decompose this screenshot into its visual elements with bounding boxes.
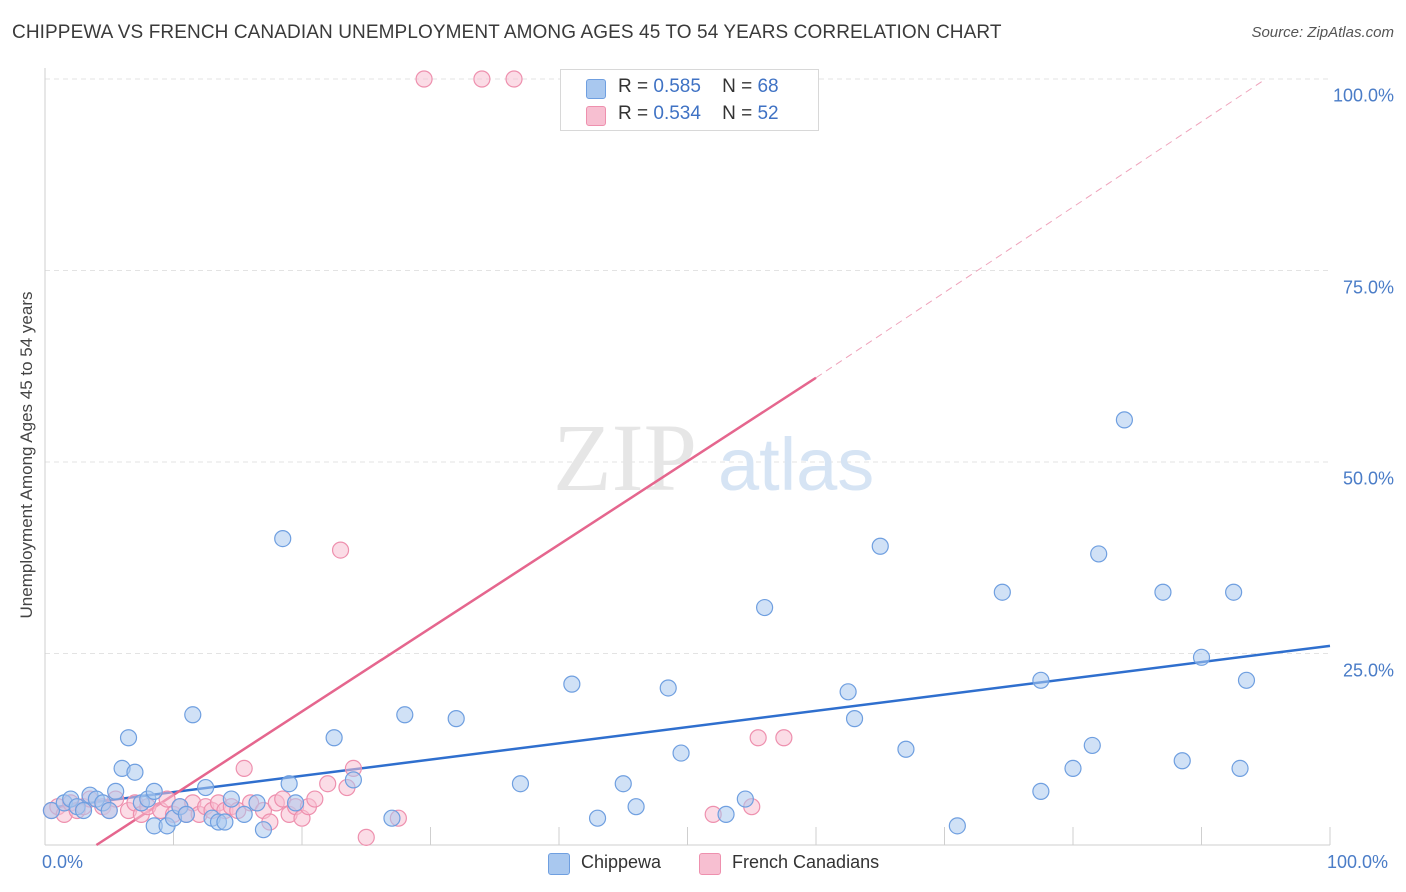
- y-tick-label: 75.0%: [1342, 277, 1394, 297]
- chippewa-point: [383, 809, 401, 827]
- legend-n-value: 52: [757, 103, 779, 124]
- chippewa-point: [511, 775, 530, 793]
- french-canadians-trendline: [95, 376, 817, 847]
- chippewa-point: [100, 801, 118, 820]
- chippewa-point: [42, 801, 61, 820]
- chippewa-point: [672, 744, 690, 762]
- french-canadians-point: [505, 70, 523, 88]
- chippewa-point: [588, 809, 607, 827]
- bottom-legend-label-french: French Canadians: [732, 852, 880, 872]
- legend-r-label: R =: [618, 103, 649, 124]
- chippewa-point: [119, 729, 138, 747]
- chippewa-point: [1115, 411, 1134, 429]
- x-tick-label-max: 100.0%: [1327, 852, 1389, 872]
- chippewa-point: [74, 801, 93, 820]
- legend-r-value: 0.585: [653, 76, 701, 97]
- chippewa-point: [897, 740, 915, 758]
- chippewa-point: [1064, 759, 1082, 778]
- chippewa-point: [145, 782, 163, 800]
- chippewa-point: [1237, 671, 1256, 689]
- chippewa-point: [286, 794, 305, 812]
- chippewa-point: [563, 675, 581, 693]
- chippewa-point: [325, 729, 343, 747]
- chippewa-point: [274, 529, 292, 548]
- trend-lines: [57, 78, 1331, 847]
- watermark-atlas: atlas: [718, 423, 874, 506]
- chippewa-point: [1083, 736, 1101, 755]
- chippewa-point: [197, 778, 215, 797]
- chippewa-point: [614, 775, 632, 793]
- legend-n-label: N =: [722, 76, 753, 97]
- legend-swatch-chippewa: [586, 79, 606, 99]
- chippewa-trendline: [57, 644, 1331, 808]
- y-tick-label: 25.0%: [1342, 660, 1394, 680]
- source-label: Source: ZipAtlas.com: [1251, 24, 1394, 41]
- french-canadians-point: [306, 790, 324, 808]
- legend-n-value: 68: [757, 76, 779, 97]
- french-canadians-point: [749, 729, 767, 747]
- y-axis-label: Unemployment Among Ages 45 to 54 years: [17, 291, 36, 619]
- french-canadians-trendline-extension: [815, 78, 1267, 379]
- data-points: [42, 70, 1256, 846]
- legend-r-value: 0.534: [653, 103, 701, 124]
- chippewa-point: [871, 537, 889, 555]
- chippewa-point: [755, 598, 774, 617]
- chippewa-point: [396, 706, 414, 724]
- bottom-legend-swatch-french: [699, 853, 721, 875]
- chippewa-point: [845, 710, 864, 728]
- chippewa-point: [447, 710, 465, 728]
- chippewa-point: [248, 794, 266, 812]
- chippewa-point: [235, 805, 253, 823]
- chippewa-point: [107, 782, 125, 800]
- bottom-legend-swatch-chippewa: [548, 853, 570, 875]
- french-canadians-point: [415, 70, 433, 88]
- chippewa-point: [1231, 759, 1249, 778]
- chart-title: CHIPPEWA VS FRENCH CANADIAN UNEMPLOYMENT…: [12, 22, 1002, 43]
- french-canadians-point: [775, 729, 793, 747]
- chippewa-point: [1173, 752, 1191, 770]
- french-canadians-point: [331, 541, 350, 559]
- y-tick-label: 100.0%: [1332, 85, 1394, 106]
- chippewa-point: [1225, 583, 1243, 601]
- chippewa-point: [948, 817, 966, 835]
- legend-n-label: N =: [722, 103, 753, 124]
- chippewa-point: [1090, 545, 1108, 563]
- legend-swatch-french: [586, 106, 606, 126]
- chippewa-point: [736, 790, 754, 808]
- chippewa-point: [993, 583, 1011, 601]
- french-canadians-point: [473, 70, 491, 88]
- chippewa-point: [126, 763, 144, 781]
- stats-legend: R = 0.585 N = 68 R = 0.534 N = 52: [560, 69, 819, 131]
- chippewa-point: [280, 775, 298, 793]
- chippewa-point: [1032, 782, 1050, 800]
- watermark: ZIP atlas: [553, 404, 874, 511]
- chippewa-point: [184, 706, 202, 724]
- chippewa-point: [254, 821, 273, 839]
- axes: [44, 68, 1331, 846]
- bottom-legend-label-chippewa: Chippewa: [581, 852, 662, 872]
- french-canadians-point: [235, 759, 253, 778]
- chippewa-point: [717, 805, 735, 823]
- french-canadians-point: [357, 828, 375, 846]
- watermark-zip: ZIP: [553, 404, 697, 511]
- chippewa-point: [1154, 583, 1172, 601]
- chippewa-point: [659, 679, 677, 697]
- french-canadians-point: [158, 790, 176, 808]
- chippewa-point: [216, 813, 234, 831]
- legend-r-label: R =: [618, 76, 649, 97]
- chippewa-point: [1192, 648, 1211, 666]
- french-canadians-point: [319, 775, 337, 793]
- chippewa-point: [344, 771, 362, 789]
- grid-lines: [45, 78, 1330, 654]
- y-tick-label: 50.0%: [1342, 468, 1394, 489]
- chippewa-point: [222, 790, 240, 808]
- chippewa-point: [177, 805, 195, 823]
- chippewa-point: [839, 683, 857, 701]
- x-tick-label-min: 0.0%: [42, 852, 84, 872]
- chippewa-point: [627, 798, 645, 816]
- chippewa-point: [1032, 671, 1050, 689]
